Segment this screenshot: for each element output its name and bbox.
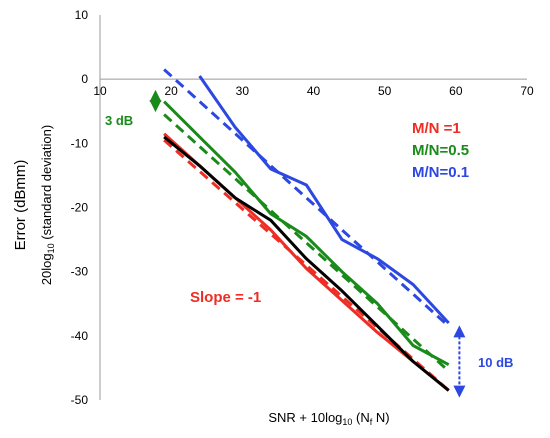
series-line-3: [164, 115, 449, 372]
series-line-2: [164, 102, 449, 365]
y-tick-label: -40: [71, 329, 89, 343]
y-tick-label: -50: [71, 393, 89, 407]
left-gap-annotation: 3 dB: [105, 113, 133, 128]
x-tick-label: 20: [164, 84, 178, 98]
x-tick-label: 50: [378, 84, 392, 98]
legend-label-mn01: M/N=0.1: [412, 164, 469, 181]
x-tick-labels: 10 20 30 40 50 60 70: [93, 84, 534, 98]
x-tick-label: 40: [307, 84, 321, 98]
series-line-6: [164, 137, 449, 391]
series-line-5: [164, 70, 449, 327]
x-axis-label: SNR + 10log10 (Nf N): [268, 410, 389, 427]
legend-label-mn1: M/N =1: [412, 120, 461, 137]
y-axis-label-inner: 20log10 (standard deviation): [39, 125, 56, 285]
y-tick-label: -30: [71, 265, 89, 279]
y-tick-label: 10: [75, 8, 89, 22]
y-tick-label: -20: [71, 201, 89, 215]
y-tick-label: -10: [71, 136, 89, 150]
x-tick-label: 30: [236, 84, 250, 98]
x-tick-label: 60: [449, 84, 463, 98]
x-tick-label: 70: [520, 84, 534, 98]
slope-annotation: Slope = -1: [190, 289, 261, 306]
y-tick-labels: 10 0 -10 -20 -30 -40 -50: [71, 8, 89, 407]
legend-label-mn05: M/N=0.5: [412, 142, 469, 159]
series-layer: [164, 70, 449, 391]
y-axis-label-outer: Error (dBmm): [12, 160, 29, 251]
right-gap-annotation: 10 dB: [478, 355, 513, 370]
y-tick-label: 0: [81, 72, 88, 86]
